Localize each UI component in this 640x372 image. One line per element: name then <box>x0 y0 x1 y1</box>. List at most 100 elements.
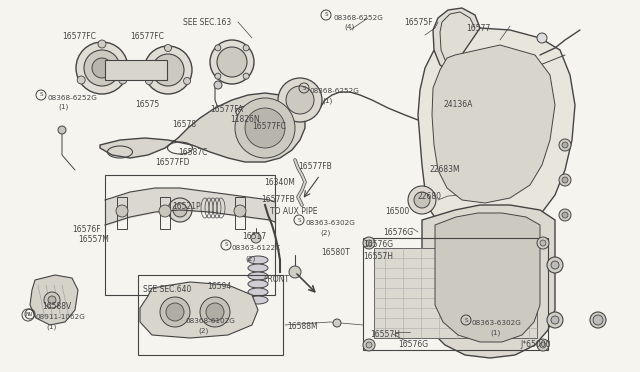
Bar <box>363 238 548 350</box>
Circle shape <box>58 126 66 134</box>
Circle shape <box>98 40 106 48</box>
Text: (1): (1) <box>46 324 56 330</box>
Text: (2): (2) <box>198 328 208 334</box>
Text: 16517: 16517 <box>242 232 266 241</box>
Circle shape <box>593 315 603 325</box>
Circle shape <box>84 50 120 86</box>
Text: 16576G: 16576G <box>398 340 428 349</box>
Circle shape <box>215 45 221 51</box>
Circle shape <box>540 240 546 246</box>
Text: S: S <box>302 86 306 90</box>
Ellipse shape <box>236 106 260 118</box>
Circle shape <box>547 257 563 273</box>
Circle shape <box>234 205 246 217</box>
Text: 08368-6252G: 08368-6252G <box>333 15 383 21</box>
Circle shape <box>559 139 571 151</box>
Circle shape <box>408 186 436 214</box>
Circle shape <box>48 296 56 304</box>
Text: 16521P: 16521P <box>172 202 200 211</box>
Circle shape <box>200 297 230 327</box>
Text: (1): (1) <box>490 330 500 337</box>
Circle shape <box>92 58 112 78</box>
Polygon shape <box>140 282 258 338</box>
Text: 16577FB: 16577FB <box>261 195 295 204</box>
Text: 16557H: 16557H <box>370 330 400 339</box>
Circle shape <box>547 312 563 328</box>
Text: (1): (1) <box>322 97 332 103</box>
Text: 16577FC: 16577FC <box>252 122 286 131</box>
Circle shape <box>77 76 85 84</box>
Text: 08363-6302G: 08363-6302G <box>305 220 355 226</box>
Text: 16575F: 16575F <box>404 18 433 27</box>
Bar <box>105 175 275 295</box>
Circle shape <box>559 209 571 221</box>
Circle shape <box>235 98 295 158</box>
Circle shape <box>159 205 171 217</box>
Circle shape <box>214 81 222 89</box>
Text: 08368-6252G: 08368-6252G <box>47 95 97 101</box>
Bar <box>138 275 283 355</box>
Circle shape <box>145 77 152 84</box>
Circle shape <box>289 266 301 278</box>
Text: 16577FA: 16577FA <box>210 105 243 114</box>
Text: 08911-1062G: 08911-1062G <box>35 314 85 320</box>
Text: 16588V: 16588V <box>42 302 71 311</box>
Text: (2): (2) <box>320 230 330 237</box>
Circle shape <box>215 73 221 79</box>
Circle shape <box>537 33 547 43</box>
Circle shape <box>540 342 546 348</box>
Text: 16580T: 16580T <box>321 248 349 257</box>
Text: 11826N: 11826N <box>230 115 260 124</box>
Circle shape <box>164 45 172 51</box>
Text: 16575: 16575 <box>135 100 159 109</box>
Circle shape <box>44 292 60 308</box>
Text: 16578: 16578 <box>172 120 196 129</box>
Polygon shape <box>100 93 305 162</box>
Text: 16576F: 16576F <box>72 225 100 234</box>
Circle shape <box>562 142 568 148</box>
Ellipse shape <box>248 288 268 296</box>
Bar <box>117 197 127 229</box>
Circle shape <box>160 297 190 327</box>
Bar <box>105 60 167 80</box>
Text: 16576G: 16576G <box>363 240 393 249</box>
Circle shape <box>251 233 261 243</box>
Bar <box>160 197 170 229</box>
Polygon shape <box>422 205 555 358</box>
Circle shape <box>206 303 224 321</box>
Text: 08368-6102G: 08368-6102G <box>185 318 235 324</box>
Text: 22680: 22680 <box>418 192 442 201</box>
Text: 16557H: 16557H <box>363 252 393 261</box>
Text: 16577FB: 16577FB <box>298 162 332 171</box>
Circle shape <box>245 108 285 148</box>
Text: S: S <box>176 315 180 321</box>
Ellipse shape <box>240 108 256 116</box>
Text: 22683M: 22683M <box>430 165 461 174</box>
Text: 16557M: 16557M <box>78 235 109 244</box>
Circle shape <box>366 342 372 348</box>
Text: N: N <box>28 311 32 317</box>
Bar <box>235 197 245 229</box>
Text: S: S <box>224 243 228 247</box>
Circle shape <box>414 192 430 208</box>
Circle shape <box>217 47 247 77</box>
Text: (2): (2) <box>245 255 255 262</box>
Circle shape <box>537 237 549 249</box>
Text: N: N <box>26 312 30 317</box>
Text: 16577FC: 16577FC <box>62 32 96 41</box>
Text: TO AUX PIPE: TO AUX PIPE <box>270 207 317 216</box>
Circle shape <box>286 86 314 114</box>
Circle shape <box>166 303 184 321</box>
Circle shape <box>210 40 254 84</box>
Circle shape <box>363 339 375 351</box>
Ellipse shape <box>248 264 268 272</box>
Text: 16594: 16594 <box>207 282 231 291</box>
Circle shape <box>562 177 568 183</box>
Circle shape <box>537 339 549 351</box>
Circle shape <box>76 42 128 94</box>
Text: 16577FC: 16577FC <box>130 32 164 41</box>
Circle shape <box>116 205 128 217</box>
Circle shape <box>278 78 322 122</box>
Text: S: S <box>464 317 468 323</box>
Polygon shape <box>30 275 78 325</box>
